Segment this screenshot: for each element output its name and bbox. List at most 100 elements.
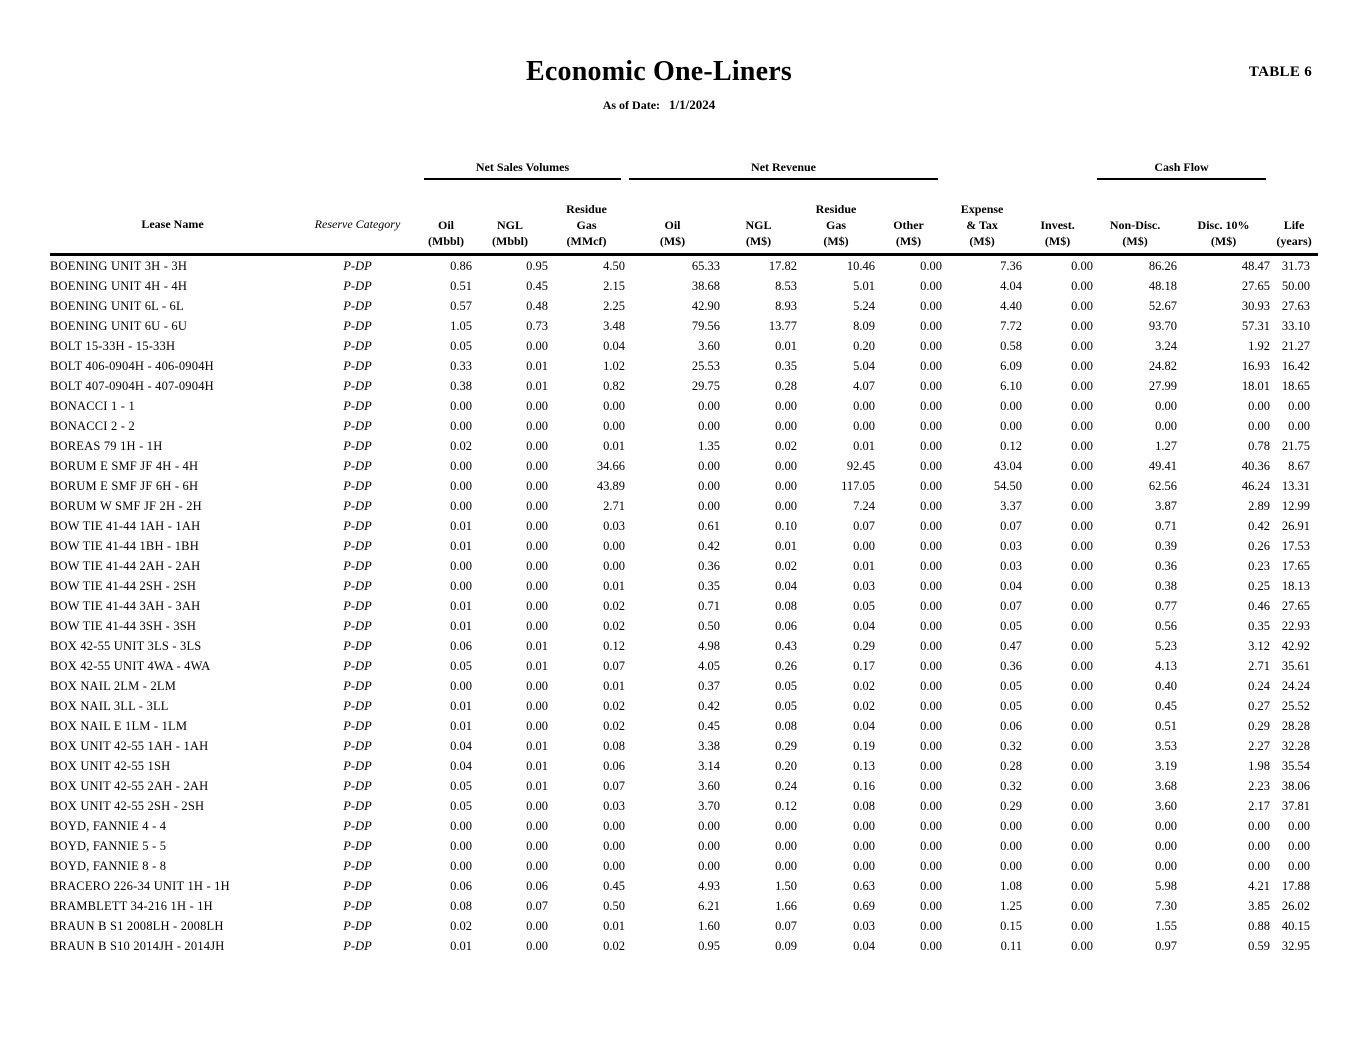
reserve-category-cell: P-DP <box>343 719 372 733</box>
value-cell: 16.93 <box>1241 359 1271 373</box>
value-cell: 0.07 <box>1000 599 1023 613</box>
value-cell: 92.45 <box>846 459 875 473</box>
table-row: BOX UNIT 42-55 2SH - 2SH P-DP 0.05 0.00 … <box>50 796 1318 816</box>
value-cell: 0.00 <box>775 819 797 833</box>
value-cell: 0.24 <box>1248 679 1271 693</box>
value-cell: 3.68 <box>1155 779 1178 793</box>
value-cell: 0.00 <box>698 859 720 873</box>
table-row: BOENING UNIT 6L - 6L P-DP 0.57 0.48 2.25… <box>50 296 1318 316</box>
value-cell: 0.00 <box>450 859 472 873</box>
value-cell: 0.03 <box>1000 539 1023 553</box>
value-cell: 0.01 <box>853 559 875 573</box>
value-cell: 0.00 <box>1288 839 1311 853</box>
value-cell: 0.35 <box>1248 619 1271 633</box>
value-cell: 0.12 <box>775 799 797 813</box>
value-cell: 0.00 <box>698 839 720 853</box>
table-row: BOX UNIT 42-55 2AH - 2AH P-DP 0.05 0.01 … <box>50 776 1318 796</box>
value-cell: 0.00 <box>698 419 720 433</box>
value-cell: 86.26 <box>1148 259 1178 273</box>
value-cell: 21.75 <box>1281 439 1311 453</box>
value-cell: 0.19 <box>853 739 875 753</box>
value-cell: 0.42 <box>1248 519 1271 533</box>
value-cell: 17.65 <box>1281 559 1311 573</box>
column-header-lease-name: Lease Name <box>50 180 295 256</box>
lease-name-cell: BOENING UNIT 6L - 6L <box>50 299 184 313</box>
lease-name-cell: BOENING UNIT 3H - 3H <box>50 259 188 273</box>
value-cell: 0.00 <box>920 619 943 633</box>
value-cell: 0.07 <box>603 779 625 793</box>
value-cell: 0.00 <box>603 559 625 573</box>
value-cell: 0.00 <box>1071 599 1094 613</box>
value-cell: 0.11 <box>1000 939 1023 953</box>
value-cell: 0.51 <box>450 279 472 293</box>
value-cell: 0.00 <box>1071 539 1094 553</box>
value-cell: 0.00 <box>1248 419 1271 433</box>
value-cell: 2.17 <box>1248 799 1271 813</box>
value-cell: 38.06 <box>1281 779 1311 793</box>
value-cell: 0.00 <box>1071 759 1094 773</box>
value-cell: 46.24 <box>1241 479 1271 493</box>
reserve-category-cell: P-DP <box>343 459 372 473</box>
value-cell: 0.00 <box>1071 819 1094 833</box>
table-row: BOREAS 79 1H - 1H P-DP 0.02 0.00 0.01 1.… <box>50 436 1318 456</box>
value-cell: 0.00 <box>920 479 943 493</box>
value-cell: 0.42 <box>698 539 720 553</box>
column-header-other-ms: Other (M$) <box>875 180 943 256</box>
table-row: BOX UNIT 42-55 1AH - 1AH P-DP 0.04 0.01 … <box>50 736 1318 756</box>
value-cell: 0.00 <box>1248 399 1271 413</box>
table-row: BONACCI 2 - 2 P-DP 0.00 0.00 0.00 0.00 0… <box>50 416 1318 436</box>
value-cell: 4.50 <box>603 259 625 273</box>
table-row: BOX NAIL 2LM - 2LM P-DP 0.00 0.00 0.01 0… <box>50 676 1318 696</box>
value-cell: 0.29 <box>1000 799 1023 813</box>
value-cell: 0.01 <box>450 519 472 533</box>
value-cell: 0.00 <box>920 779 943 793</box>
value-cell: 4.40 <box>1000 299 1023 313</box>
value-cell: 0.00 <box>1071 299 1094 313</box>
value-cell: 0.00 <box>450 399 472 413</box>
reserve-category-cell: P-DP <box>343 939 372 953</box>
column-header-disc-10: Disc. 10% (M$) <box>1177 180 1271 256</box>
value-cell: 0.02 <box>853 679 875 693</box>
value-cell: 0.00 <box>526 539 548 553</box>
group-header-cash-flow: Cash Flow <box>1093 150 1270 180</box>
reserve-category-cell: P-DP <box>343 699 372 713</box>
value-cell: 52.67 <box>1148 299 1178 313</box>
value-cell: 65.33 <box>691 259 720 273</box>
value-cell: 0.00 <box>920 879 943 893</box>
value-cell: 1.50 <box>775 879 797 893</box>
table-row: BOLT 15-33H - 15-33H P-DP 0.05 0.00 0.04… <box>50 336 1318 356</box>
value-cell: 3.37 <box>1000 499 1023 513</box>
value-cell: 0.01 <box>526 779 548 793</box>
value-cell: 0.00 <box>775 479 797 493</box>
lease-name-cell: BOX UNIT 42-55 1AH - 1AH <box>50 739 209 753</box>
value-cell: 3.24 <box>1155 339 1178 353</box>
table-row: BOX NAIL E 1LM - 1LM P-DP 0.01 0.00 0.02… <box>50 716 1318 736</box>
value-cell: 0.00 <box>603 819 625 833</box>
column-header-invest: Invest. (M$) <box>1022 180 1094 256</box>
value-cell: 5.01 <box>853 279 875 293</box>
value-cell: 0.01 <box>450 719 472 733</box>
value-cell: 0.00 <box>1000 819 1023 833</box>
value-cell: 0.35 <box>698 579 720 593</box>
value-cell: 22.93 <box>1281 619 1311 633</box>
value-cell: 0.02 <box>603 939 625 953</box>
value-cell: 0.00 <box>920 339 943 353</box>
table-row: BOENING UNIT 3H - 3H P-DP 0.86 0.95 4.50… <box>50 255 1318 277</box>
reserve-category-cell: P-DP <box>343 419 372 433</box>
value-cell: 0.01 <box>603 919 625 933</box>
value-cell: 0.00 <box>920 719 943 733</box>
as-of-line: As of Date: 1/1/2024 <box>0 97 1318 113</box>
value-cell: 0.00 <box>920 919 943 933</box>
reserve-category-cell: P-DP <box>343 639 372 653</box>
value-cell: 0.07 <box>1000 519 1023 533</box>
value-cell: 0.16 <box>853 779 875 793</box>
net-revenue-label: Net Revenue <box>629 160 939 180</box>
value-cell: 0.02 <box>775 559 797 573</box>
value-cell: 0.00 <box>1071 359 1094 373</box>
column-header-non-disc: Non-Disc. (M$) <box>1093 180 1178 256</box>
lease-name-cell: BOLT 406-0904H - 406-0904H <box>50 359 214 373</box>
value-cell: 0.08 <box>775 599 797 613</box>
value-cell: 0.00 <box>1071 279 1094 293</box>
value-cell: 0.01 <box>526 659 548 673</box>
table-row: BOX 42-55 UNIT 3LS - 3LS P-DP 0.06 0.01 … <box>50 636 1318 656</box>
